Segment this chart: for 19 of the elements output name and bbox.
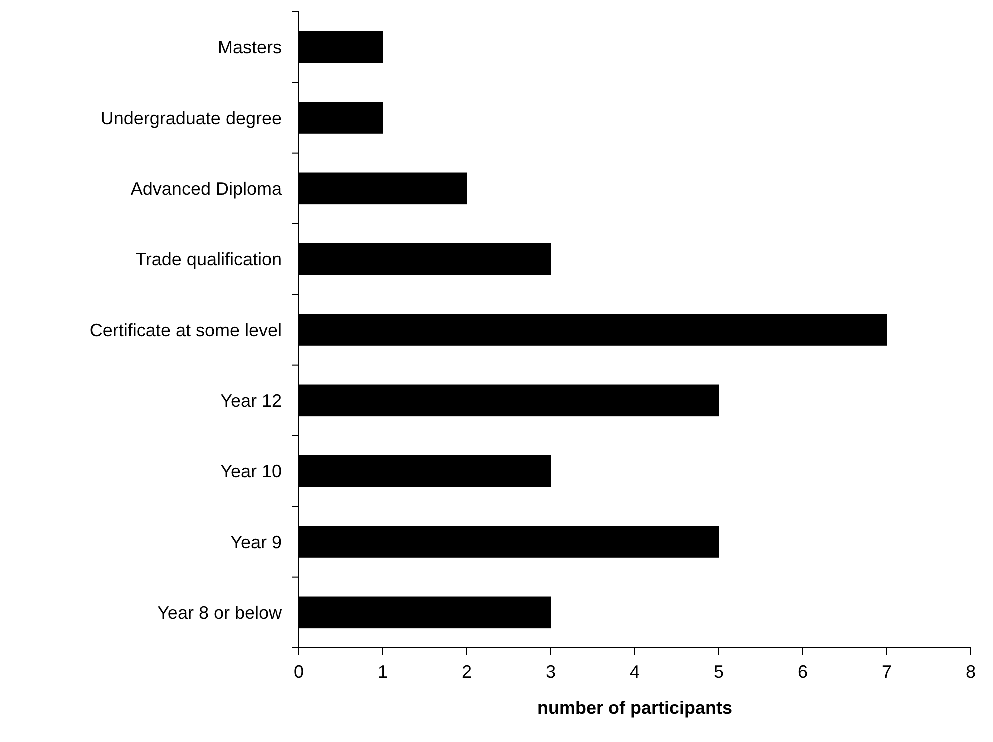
- y-tick-label: Undergraduate degree: [100, 108, 282, 128]
- x-tick-label: 0: [294, 662, 304, 682]
- x-tick-label: 8: [966, 662, 976, 682]
- y-tick-label: Year 8 or below: [158, 602, 283, 623]
- x-tick-label: 3: [546, 662, 556, 682]
- y-tick-label: Certificate at some level: [90, 320, 282, 340]
- y-tick-label: Trade qualification: [136, 250, 282, 270]
- x-tick-label: 6: [798, 662, 808, 682]
- x-tick-label: 4: [630, 662, 640, 682]
- y-tick-label: Year 9: [230, 532, 282, 552]
- y-tick-label: Advanced Diploma: [130, 178, 283, 199]
- y-tick-label: Year 10: [220, 462, 282, 482]
- y-tick-label: Masters: [218, 38, 282, 58]
- x-axis-title: number of participants: [537, 698, 733, 718]
- x-tick-label: 7: [882, 662, 892, 682]
- x-tick-label: 1: [378, 662, 388, 682]
- x-tick-label: 5: [714, 662, 724, 682]
- y-tick-label: Year 12: [220, 390, 282, 411]
- x-tick-label: 2: [462, 662, 472, 682]
